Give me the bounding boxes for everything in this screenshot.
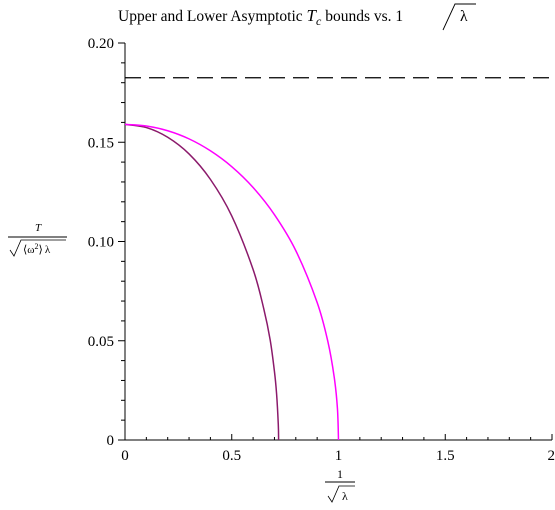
x-tick-label: 0 (121, 448, 129, 464)
y-tick-label: 0.15 (88, 135, 114, 151)
x-tick-label: 2 (548, 448, 555, 464)
title-sqrt-radical: λ (442, 3, 476, 31)
title-sqrt-sign (442, 3, 476, 31)
y-label-numerator: T (35, 222, 42, 234)
title-prefix: Upper and Lower Asymptotic (118, 8, 307, 25)
x-label-lambda: λ (342, 489, 348, 503)
chart-title: Upper and Lower Asymptotic Tc bounds vs.… (118, 3, 476, 31)
x-label-numerator: 1 (337, 467, 343, 481)
y-label-omega: ω (27, 244, 34, 256)
y-tick-label: 0 (107, 433, 115, 449)
x-tick-label: 1.5 (436, 448, 455, 464)
x-axis-label: 1 λ (325, 467, 355, 503)
svg-text:Upper and Lower Asymptotic Tc: Upper and Lower Asymptotic Tc bounds vs.… (118, 6, 403, 28)
y-label-denominator: ⟨ω2⟩ λ (23, 242, 51, 256)
y-label-close-bracket: ⟩ (39, 244, 43, 256)
series-line-2 (124, 123, 280, 441)
y-tick-label: 0.10 (88, 235, 114, 251)
y-label-open-bracket: ⟨ (23, 244, 27, 256)
series-line-3 (124, 123, 340, 441)
x-label-sqrt-sign (327, 485, 355, 503)
series-layer (124, 77, 552, 441)
y-label-lambda: λ (45, 244, 51, 256)
y-label-sqrt-sign (9, 239, 66, 257)
x-axis-ticks: 0 0.5 1 1.5 2 (121, 434, 555, 464)
title-t-symbol: T (307, 6, 318, 25)
y-axis-label: T ⟨ω2⟩ λ (8, 222, 67, 257)
y-axis-ticks: 0 0.05 0.10 0.15 0.20 (88, 36, 125, 449)
axes: 0 0.5 1 1.5 2 0 0.05 0.10 0.15 0.20 (88, 36, 555, 464)
title-middle: bounds vs. 1 (321, 8, 403, 25)
x-tick-label: 0.5 (222, 448, 241, 464)
title-t-subscript: c (316, 14, 322, 28)
y-tick-label: 0.20 (88, 36, 114, 52)
y-label-power: 2 (35, 242, 39, 251)
title-lambda: λ (460, 8, 468, 25)
y-tick-label: 0.05 (88, 334, 114, 350)
x-tick-label: 1 (335, 448, 343, 464)
